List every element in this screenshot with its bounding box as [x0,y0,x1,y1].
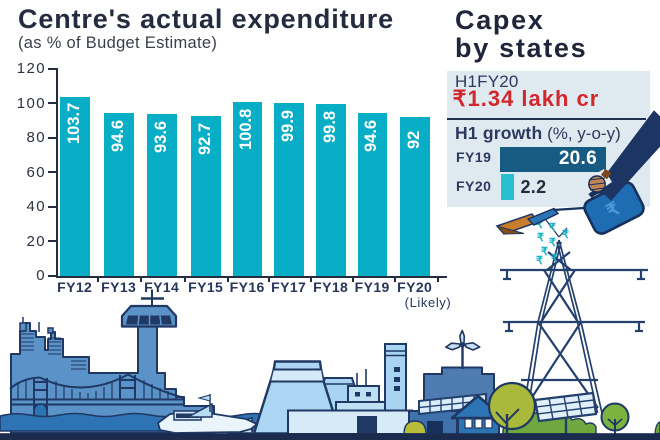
svg-text:₹: ₹ [536,219,543,231]
svg-text:₹: ₹ [541,246,548,258]
svg-text:₹: ₹ [562,229,569,241]
svg-text:₹: ₹ [536,255,543,267]
svg-text:₹: ₹ [551,253,558,265]
svg-text:₹: ₹ [537,232,544,244]
svg-text:₹: ₹ [549,222,556,234]
svg-text:₹: ₹ [549,237,556,249]
